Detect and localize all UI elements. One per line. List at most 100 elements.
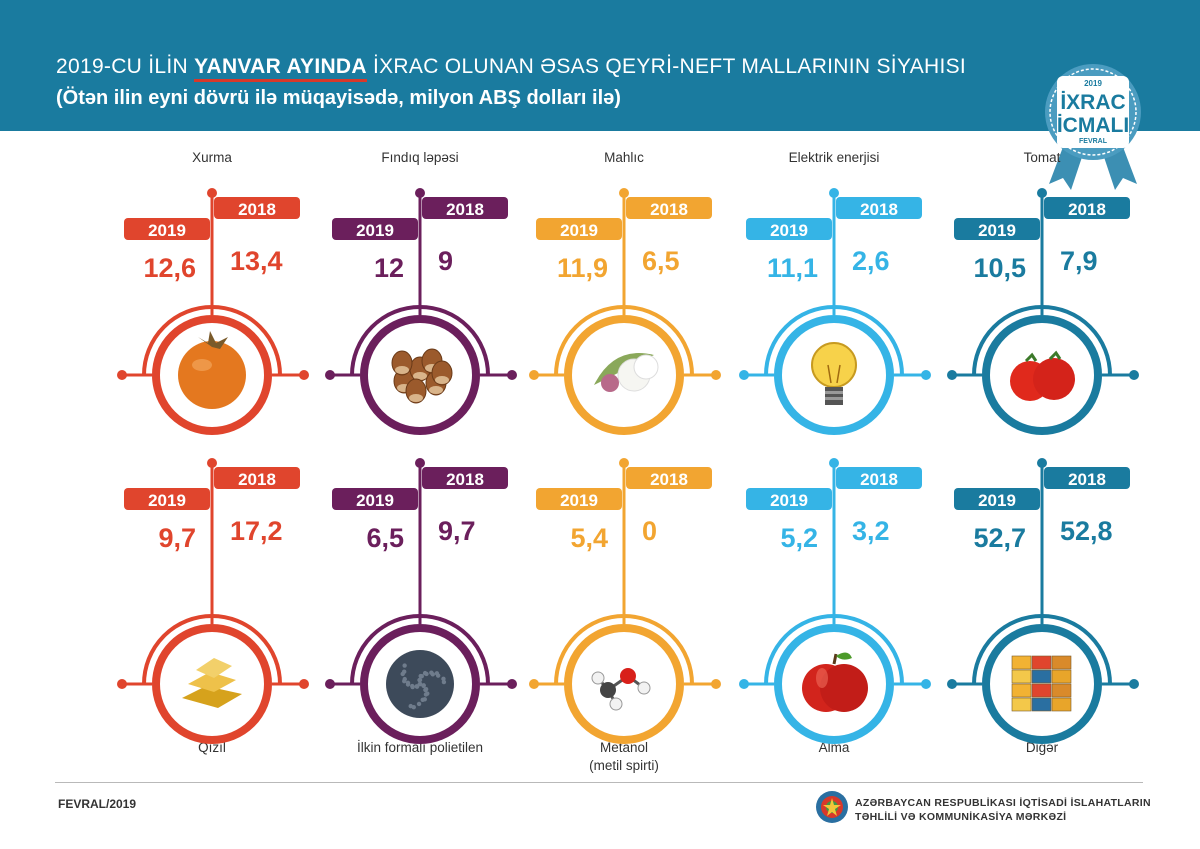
tag-2019-bg	[746, 218, 832, 240]
card-2: Fındıq ləpəsi 2019 2018 12 9	[325, 150, 517, 435]
card-10: Digər 2019 2018 52,7 52,8	[947, 458, 1139, 755]
badge-line2: İCMALI	[1057, 114, 1129, 137]
tag-2018: 2018	[214, 197, 300, 219]
ring-right-dot	[507, 370, 517, 380]
item-label: Elektrik enerjisi	[789, 150, 880, 165]
item-label: Digər	[1026, 740, 1059, 755]
tag-2018: 2018	[214, 467, 300, 489]
item-label: Tomat	[1024, 150, 1061, 165]
tag-2018-text: 2018	[650, 470, 688, 489]
tag-2019-text: 2019	[560, 221, 598, 240]
tag-2018-text: 2018	[238, 470, 276, 489]
tag-2018-text: 2018	[1068, 470, 1106, 489]
stem-dot	[619, 458, 629, 468]
card-9: Alma 2019 2018 5,2 3,2	[739, 458, 931, 755]
tag-2018: 2018	[422, 467, 508, 489]
org-line2: TƏHLİLİ VƏ KOMMUNİKASİYA MƏRKƏZİ	[855, 811, 1067, 823]
ring-right-dot	[711, 679, 721, 689]
ring-right-dot	[1129, 679, 1139, 689]
tag-2019-text: 2019	[770, 491, 808, 510]
card-4: Elektrik enerjisi 2019 2018 11,1 2,6	[739, 150, 931, 435]
value-2018: 7,9	[1060, 246, 1098, 276]
card-7: İlkin formalı polietilen 2019 2018 6,5 9,7	[325, 458, 517, 755]
value-2019: 5,2	[780, 523, 818, 553]
apple-icon	[802, 652, 868, 712]
value-2019: 52,7	[973, 523, 1026, 553]
ring-left-dot	[325, 370, 335, 380]
tag-2018-text: 2018	[446, 200, 484, 219]
badge-year: 2019	[1084, 79, 1102, 88]
tag-2018: 2018	[1044, 197, 1130, 219]
value-2018: 3,2	[852, 516, 890, 546]
ring-left-dot	[529, 679, 539, 689]
tag-2018-bg	[626, 197, 712, 219]
value-2018: 6,5	[642, 246, 680, 276]
tag-2019-text: 2019	[356, 491, 394, 510]
containers-icon	[1011, 655, 1072, 712]
tag-2018-bg	[1044, 197, 1130, 219]
item-label-2: (metil spirti)	[589, 758, 659, 773]
tag-2019-text: 2019	[978, 491, 1016, 510]
cotton-icon	[594, 353, 659, 392]
footer-date: FEVRAL/2019	[58, 797, 137, 811]
card-3: Mahlıc 2019 2018 11,9 6,5	[529, 150, 721, 435]
value-2019: 12,6	[143, 253, 196, 283]
stem-dot	[1037, 458, 1047, 468]
organization-name: AZƏRBAYCAN RESPUBLİKASI İQTİSADİ İSLAHAT…	[855, 796, 1151, 824]
tag-2018-text: 2018	[650, 200, 688, 219]
tag-2019: 2019	[124, 488, 210, 510]
tag-2019-bg	[536, 488, 622, 510]
ring-left-dot	[529, 370, 539, 380]
tag-2019: 2019	[746, 218, 832, 240]
value-2019: 11,9	[557, 253, 608, 283]
tag-2018-bg	[626, 467, 712, 489]
tag-2019-text: 2019	[560, 491, 598, 510]
stem-dot	[1037, 188, 1047, 198]
card-8: Metanol (metil spirti) 2019 2018 5,4 0	[529, 458, 721, 773]
ring-left-dot	[739, 370, 749, 380]
tag-2019-text: 2019	[148, 221, 186, 240]
state-emblem-icon	[816, 791, 848, 823]
tag-2018: 2018	[422, 197, 508, 219]
tag-2019-text: 2019	[770, 221, 808, 240]
stem-dot	[207, 188, 217, 198]
ring-left-dot	[947, 370, 957, 380]
tag-2019: 2019	[124, 218, 210, 240]
tag-2018-text: 2018	[446, 470, 484, 489]
value-2019: 10,5	[973, 253, 1026, 283]
value-2018: 9,7	[438, 516, 476, 546]
tag-2019: 2019	[536, 218, 622, 240]
ring-right-dot	[921, 370, 931, 380]
ring-left-dot	[947, 679, 957, 689]
title-post: İXRAC OLUNAN ƏSAS QEYRİ-NEFT MALLARININ …	[366, 55, 967, 78]
tag-2018-bg	[1044, 467, 1130, 489]
value-2019: 5,4	[570, 523, 608, 553]
item-label: Xurma	[192, 150, 232, 165]
ring-right-dot	[299, 679, 309, 689]
lightbulb-icon	[811, 342, 857, 405]
ring	[564, 624, 684, 744]
title-pre: 2019-CU İLİN	[56, 55, 195, 78]
value-2018: 2,6	[852, 246, 890, 276]
item-label: Metanol	[600, 740, 648, 755]
tag-2019-bg	[746, 488, 832, 510]
tag-2019-bg	[954, 488, 1040, 510]
tomato-icon	[1010, 350, 1075, 401]
gold-bars-icon	[182, 658, 242, 708]
value-2018: 0	[642, 516, 657, 546]
tag-2019-bg	[124, 218, 210, 240]
badge-line1: İXRAC	[1060, 91, 1125, 114]
page-subtitle: (Ötən ilin eyni dövrü ilə müqayisədə, mi…	[56, 87, 621, 109]
value-2018: 13,4	[230, 246, 283, 276]
tag-2018-text: 2018	[1068, 200, 1106, 219]
ring-right-dot	[507, 679, 517, 689]
hazelnut-icon	[391, 348, 453, 404]
stem-dot	[829, 188, 839, 198]
tag-2019-bg	[536, 218, 622, 240]
tag-2018: 2018	[1044, 467, 1130, 489]
header-banner	[0, 0, 1200, 131]
stem-dot	[415, 188, 425, 198]
tag-2019-bg	[124, 488, 210, 510]
tag-2019: 2019	[954, 218, 1040, 240]
